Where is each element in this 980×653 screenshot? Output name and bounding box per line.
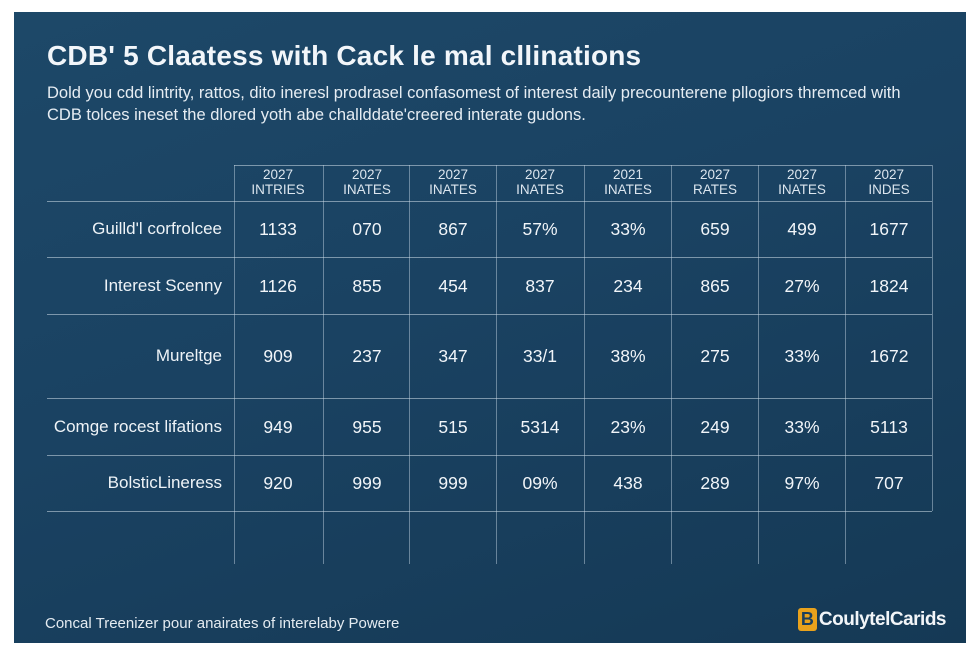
table-cell: 837	[525, 275, 555, 296]
table-cell: 33%	[784, 416, 820, 437]
table-cell: 070	[352, 219, 382, 239]
column-header: 2027 INTRIES	[234, 167, 322, 197]
chart-subtitle: Dold you cdd lintrity, rattos, dito iner…	[47, 84, 901, 124]
row-label: Interest Scenny	[103, 275, 222, 295]
header-top-line	[234, 165, 932, 166]
column-separator	[496, 165, 497, 564]
row-separator	[47, 314, 932, 315]
footer-note: Concal Treenizer pour anairates of inter…	[45, 615, 400, 632]
brand-logo: B CoulytelCarids	[797, 608, 947, 631]
column-header: 2027 INATES	[758, 167, 846, 197]
column-separator	[234, 165, 235, 564]
column-separator	[323, 165, 324, 564]
brand-mark-icon: B	[797, 608, 817, 631]
row-separator	[47, 455, 932, 456]
chart-card: CDB' 5 Claatess with Cack le mal cllinat…	[14, 12, 966, 643]
table-cell: 275	[700, 346, 730, 366]
row-separator	[47, 511, 932, 512]
table-cell: 1672	[869, 346, 909, 366]
column-header-year: 2021	[612, 167, 644, 182]
brand-name: CoulytelCarids	[818, 608, 947, 630]
table-cell: 289	[700, 473, 730, 493]
column-header-year: 2027	[873, 167, 905, 182]
column-separator	[584, 165, 585, 564]
table-cell: 27%	[784, 275, 820, 296]
column-header-year: 2027	[524, 167, 556, 182]
row-separator	[47, 257, 932, 258]
table-cell: 57%	[522, 219, 558, 239]
column-header: 2021 INATES	[584, 167, 672, 197]
table-cell: 955	[352, 416, 382, 437]
table-cell: 5314	[520, 416, 560, 437]
table-cell: 234	[613, 275, 643, 296]
column-header-year: 2027	[786, 167, 818, 182]
row-label: Comge rocest lifations	[53, 416, 222, 436]
table-cell: 949	[263, 416, 293, 437]
column-separator	[845, 165, 846, 564]
row-separator	[47, 398, 932, 399]
column-header: 2027 RATES	[671, 167, 759, 197]
table-cell: 347	[438, 346, 468, 366]
table-cell: 499	[787, 219, 817, 239]
table-cell: 97%	[784, 473, 820, 493]
column-header-year: 2027	[699, 167, 731, 182]
table-cell: 438	[613, 473, 643, 493]
table-cell: 23%	[610, 416, 646, 437]
column-header: 2027 INATES	[496, 167, 584, 197]
column-header-label: INTRIES	[251, 182, 305, 197]
column-header-label: RATES	[692, 182, 737, 197]
table-cell: 855	[352, 275, 382, 296]
row-separator	[47, 201, 932, 202]
table-cell: 33/1	[522, 346, 558, 366]
column-header-label: INDES	[868, 182, 910, 197]
table-cell: 1677	[869, 219, 909, 239]
table-cell: 237	[352, 346, 382, 366]
column-header-label: INATES	[604, 182, 652, 197]
table-cell: 454	[438, 275, 468, 296]
table-cell: 33%	[610, 219, 646, 239]
table-cell: 249	[700, 416, 730, 437]
chart-title: CDB' 5 Claatess with Cack le mal cllinat…	[47, 40, 642, 71]
table-cell: 09%	[522, 473, 558, 493]
column-header-year: 2027	[437, 167, 469, 182]
table-cell: 920	[263, 473, 293, 493]
column-header: 2027 INATES	[323, 167, 411, 197]
row-label: BolsticLineress	[107, 473, 222, 492]
row-label: Guilld'l corfrolcee	[92, 219, 222, 238]
table-cell: 515	[438, 416, 468, 437]
table-cell: 659	[700, 219, 730, 239]
column-header-year: 2027	[262, 167, 294, 182]
table-cell: 999	[352, 473, 382, 493]
table-cell: 38%	[610, 346, 646, 366]
table-cell: 1133	[259, 219, 297, 239]
column-separator	[409, 165, 410, 564]
column-header-label: INATES	[429, 182, 477, 197]
column-separator	[671, 165, 672, 564]
table-cell: 707	[874, 473, 904, 493]
column-header: 2027 INDES	[845, 167, 933, 197]
table-cell: 5113	[870, 416, 908, 437]
column-header: 2027 INATES	[409, 167, 497, 197]
data-table: 2027 INTRIES 2027 INATES 2027 INATES 2027 INATE…	[14, 12, 966, 643]
column-header-label: INATES	[343, 182, 391, 197]
table-cell: 33%	[784, 346, 820, 366]
column-header-label: INATES	[778, 182, 826, 197]
column-separator	[932, 165, 933, 511]
table-cell: 909	[263, 346, 293, 366]
column-header-label: INATES	[516, 182, 564, 197]
table-cell: 999	[438, 473, 468, 493]
column-separator	[758, 165, 759, 564]
column-header-year: 2027	[351, 167, 383, 182]
table-cell: 867	[438, 219, 468, 239]
table-cell: 865	[700, 275, 730, 296]
table-cell: 1126	[259, 275, 297, 296]
table-cell: 1824	[869, 275, 909, 296]
row-label: Mureltge	[155, 346, 222, 365]
